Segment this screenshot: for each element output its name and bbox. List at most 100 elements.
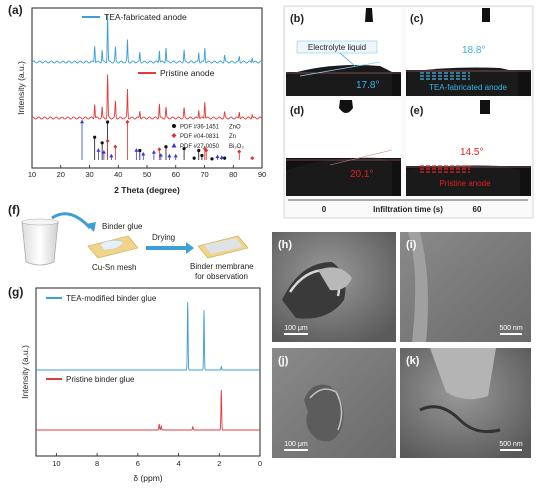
panel-h-scale: 100 μm bbox=[284, 325, 308, 332]
panel-k-fracture bbox=[419, 405, 501, 434]
panel-a-label: (a) bbox=[8, 3, 23, 17]
glue-drop-icon bbox=[99, 240, 125, 251]
panel-e-droplet bbox=[406, 165, 520, 196]
xrd-xtick-label: 10 bbox=[28, 170, 36, 179]
nmr-xtick-label: 2 bbox=[217, 459, 221, 468]
xrd-stick-marker bbox=[200, 153, 204, 158]
panel-d-needle bbox=[339, 100, 353, 113]
xrd-xtick-label: 90 bbox=[258, 170, 266, 179]
xrd-ylabel: Intensity (a.u.) bbox=[16, 61, 26, 115]
panel-k-flake bbox=[430, 348, 496, 400]
nmr-xlabel: δ (ppm) bbox=[133, 473, 162, 483]
panel-j: (j) 100 μm bbox=[272, 348, 396, 458]
xrd-plot: 10 20 30 40 50 60 70 80 90 bbox=[28, 14, 266, 179]
xrd-xtick-label: 60 bbox=[172, 170, 180, 179]
panel-d-label: (d) bbox=[290, 105, 304, 117]
panel-b-needle bbox=[365, 8, 373, 22]
nmr-legend-pristine: Pristine binder glue bbox=[66, 375, 135, 384]
pdf-bi2o3-phase: Bi₂O₃ bbox=[229, 144, 244, 150]
xrd-stick-marker bbox=[250, 156, 255, 161]
nmr-xtick-label: 10 bbox=[52, 459, 60, 468]
xrd-stick-marker bbox=[158, 153, 163, 157]
panel-j-label: (j) bbox=[278, 355, 289, 367]
beaker-rim bbox=[21, 218, 59, 226]
xrd-stick-marker bbox=[182, 147, 186, 151]
mesh-text: Cu-Sn mesh bbox=[92, 263, 136, 272]
xrd-stick-marker bbox=[173, 153, 178, 158]
xrd-xtick-label: 20 bbox=[57, 170, 65, 179]
panel-j-particle-edge bbox=[309, 388, 343, 431]
panel-e: (e) 14.5° Pristine anode bbox=[406, 100, 531, 196]
panel-k: (k) 500 nm bbox=[400, 348, 531, 458]
panel-c-droplet bbox=[406, 67, 518, 96]
panel-e-caption: Pristine anode bbox=[439, 179, 491, 188]
panel-e-needle bbox=[480, 100, 490, 114]
xrd-stick-marker bbox=[164, 145, 168, 149]
panel-b: (b) Electrolyte liquid 17.8° bbox=[286, 8, 401, 96]
nmr-xtick-label: 4 bbox=[176, 459, 180, 468]
xrd-series-0 bbox=[31, 14, 263, 64]
nmr-series-0 bbox=[36, 301, 260, 371]
xrd-stick-marker bbox=[80, 119, 85, 124]
nmr-plot: 10 8 6 4 2 0 bbox=[36, 301, 262, 468]
time-axis-start: 0 bbox=[322, 205, 327, 214]
nmr-legend-tea: TEA-modified binder glue bbox=[66, 294, 157, 303]
panel-k-label: (k) bbox=[406, 355, 420, 367]
panel-d: (d) 20.1° bbox=[286, 100, 401, 196]
panel-i-scale: 500 nm bbox=[499, 325, 523, 332]
panel-b-label: (b) bbox=[290, 13, 304, 25]
panel-b-pointer bbox=[339, 52, 357, 68]
xrd-stick-marker bbox=[101, 150, 106, 154]
drying-arrow-icon bbox=[146, 242, 194, 254]
panel-c-dashes bbox=[420, 72, 470, 80]
panel-k-scale: 500 nm bbox=[499, 441, 523, 448]
pour-arrowhead-icon bbox=[86, 222, 96, 232]
xrd-stick-marker bbox=[134, 148, 139, 152]
time-axis-label: Infiltration time (s) bbox=[373, 205, 443, 214]
panel-e-dashes bbox=[420, 165, 470, 173]
xrd-series-1 bbox=[31, 74, 263, 120]
panel-i-ridge bbox=[408, 232, 428, 342]
pdf-bi2o3-code: PDF #27-0050 bbox=[180, 144, 220, 150]
xrd-xtick-label: 80 bbox=[229, 170, 237, 179]
xrd-stick-marker bbox=[105, 139, 110, 143]
xrd-stick-marker bbox=[237, 149, 242, 154]
panel-f-label: (f) bbox=[8, 203, 20, 217]
panel-e-angle: 14.5° bbox=[460, 147, 483, 158]
panel-b-angle: 17.8° bbox=[356, 80, 379, 91]
xrd-stick-marker bbox=[204, 148, 209, 153]
panel-e-label: (e) bbox=[410, 105, 424, 117]
panel-e-sky bbox=[406, 100, 531, 166]
xrd-legend-pristine: Pristine anode bbox=[160, 68, 215, 78]
xrd-stick-marker bbox=[113, 144, 118, 149]
pdf-zno-code: PDF #36-1451 bbox=[180, 125, 220, 131]
panel-c-angle: 18.8° bbox=[462, 45, 485, 56]
beaker-icon bbox=[21, 221, 59, 266]
xrd-xtick-label: 70 bbox=[200, 170, 208, 179]
membrane-film-icon bbox=[204, 238, 243, 254]
panel-c-sky bbox=[406, 8, 531, 70]
panel-d-droplet bbox=[286, 157, 392, 196]
xrd-stick-marker bbox=[219, 155, 224, 159]
result-text-line1: Binder membrane bbox=[190, 262, 254, 271]
panel-b-annotation-box bbox=[296, 40, 378, 54]
xrd-stick-marker bbox=[109, 153, 114, 158]
pdf-bi2o3-marker bbox=[171, 143, 177, 148]
pdf-zno-phase: ZnO bbox=[229, 125, 241, 131]
panel-d-angle: 20.1° bbox=[350, 169, 373, 180]
xrd-pdf-legend: PDF #36-1451 ZnO PDF #04-0831 Zn PDF #27… bbox=[171, 124, 244, 150]
xrd-stick-marker bbox=[223, 156, 227, 160]
xrd-frame bbox=[31, 7, 263, 169]
panel-h: (h) 100 μm bbox=[272, 232, 396, 342]
xrd-stick-marker bbox=[215, 154, 220, 159]
nmr-xtick-label: 0 bbox=[258, 459, 262, 468]
panel-i: (i) 500 nm bbox=[400, 232, 531, 342]
nmr-xtick-label: 8 bbox=[95, 459, 99, 468]
xrd-stick-marker bbox=[93, 135, 97, 139]
pdf-zn-phase: Zn bbox=[229, 134, 236, 140]
xrd-stick-marker bbox=[192, 156, 196, 160]
xrd-stick-marker bbox=[210, 157, 214, 161]
binder-glue-text: Binder glue bbox=[102, 222, 143, 231]
panel-d-tangent bbox=[329, 149, 393, 166]
